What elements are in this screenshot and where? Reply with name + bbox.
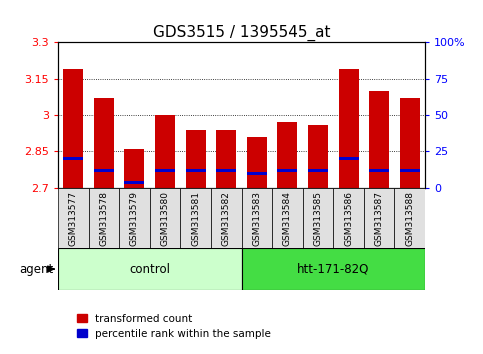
Bar <box>242 188 272 248</box>
Text: GSM313585: GSM313585 <box>313 190 323 246</box>
Bar <box>180 188 211 248</box>
Bar <box>211 188 242 248</box>
Text: GSM313582: GSM313582 <box>222 190 231 246</box>
Text: GSM313588: GSM313588 <box>405 190 414 246</box>
Bar <box>400 98 420 188</box>
Text: GSM313583: GSM313583 <box>252 190 261 246</box>
Bar <box>272 188 303 248</box>
Bar <box>308 125 328 188</box>
Text: GSM313580: GSM313580 <box>160 190 170 246</box>
Bar <box>400 169 420 172</box>
Title: GDS3515 / 1395545_at: GDS3515 / 1395545_at <box>153 25 330 41</box>
Bar <box>155 169 175 172</box>
Bar <box>277 169 298 172</box>
Bar <box>63 69 83 188</box>
Text: agent: agent <box>19 263 53 275</box>
Text: GSM313584: GSM313584 <box>283 190 292 246</box>
Text: control: control <box>129 263 170 275</box>
Bar <box>216 130 236 188</box>
Text: GSM313586: GSM313586 <box>344 190 353 246</box>
Bar <box>333 188 364 248</box>
Bar <box>303 188 333 248</box>
Bar <box>369 169 389 172</box>
Bar <box>125 149 144 188</box>
Bar <box>277 122 298 188</box>
Bar <box>155 115 175 188</box>
Bar <box>150 188 180 248</box>
Bar <box>58 188 88 248</box>
Bar <box>247 172 267 175</box>
Text: GSM313579: GSM313579 <box>130 190 139 246</box>
Bar <box>369 91 389 188</box>
Bar <box>308 169 328 172</box>
Bar <box>242 248 425 290</box>
Bar <box>185 169 206 172</box>
Text: GSM313587: GSM313587 <box>375 190 384 246</box>
Bar <box>58 248 242 290</box>
Bar <box>247 137 267 188</box>
Bar <box>125 181 144 184</box>
Bar <box>395 188 425 248</box>
Text: GSM313581: GSM313581 <box>191 190 200 246</box>
Bar <box>364 188 395 248</box>
Bar <box>339 157 358 160</box>
Bar <box>339 69 358 188</box>
Bar <box>88 188 119 248</box>
Bar <box>94 98 114 188</box>
Text: GSM313578: GSM313578 <box>99 190 108 246</box>
Bar <box>94 169 114 172</box>
Legend: transformed count, percentile rank within the sample: transformed count, percentile rank withi… <box>72 310 275 343</box>
Bar <box>185 130 206 188</box>
Text: GSM313577: GSM313577 <box>69 190 78 246</box>
Bar <box>119 188 150 248</box>
Bar <box>63 157 83 160</box>
Text: htt-171-82Q: htt-171-82Q <box>297 263 369 275</box>
Bar <box>216 169 236 172</box>
